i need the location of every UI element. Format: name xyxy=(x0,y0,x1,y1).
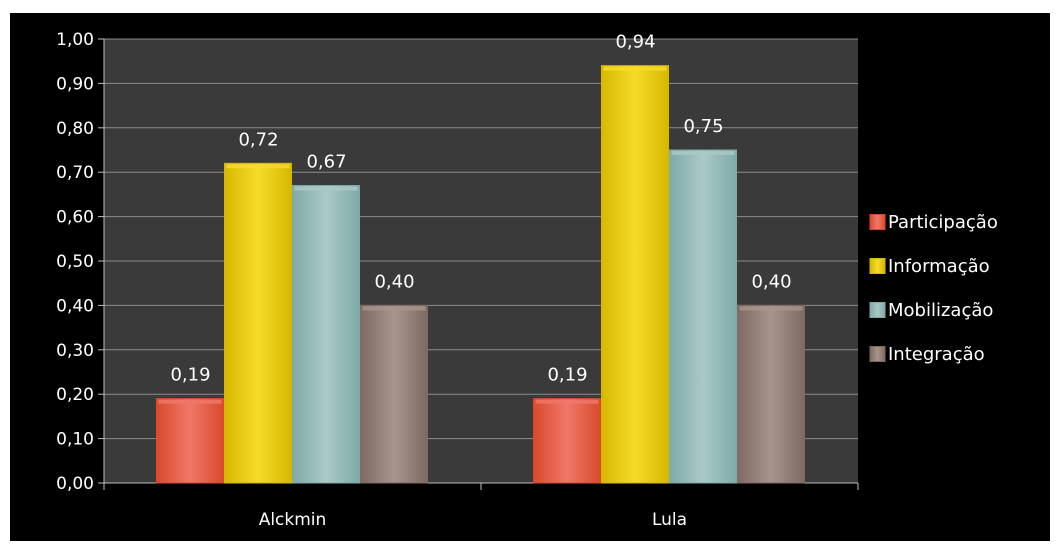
bar-chart: 0,00 0,10 0,20 0,30 0,40 0,50 0,60 0,70 0,80 0,90… xyxy=(56,30,998,530)
data-label: 0,75 xyxy=(683,116,723,137)
bar xyxy=(360,304,428,484)
bar xyxy=(669,149,737,484)
bar-highlight xyxy=(671,151,735,155)
x-tick-label: Alckmin xyxy=(259,510,327,530)
y-tick-label: 0,70 xyxy=(56,163,94,183)
bar-highlight xyxy=(535,399,599,404)
bar-highlight xyxy=(226,164,290,169)
y-tick-label: 0,60 xyxy=(56,208,94,228)
bar-highlight xyxy=(158,399,222,404)
bar xyxy=(224,162,292,484)
bar xyxy=(292,185,360,484)
bar xyxy=(533,398,601,484)
y-tick-label: 0,20 xyxy=(56,385,94,405)
legend-label: Informação xyxy=(888,256,990,277)
legend-swatch xyxy=(869,302,886,318)
y-tick-label: 0,90 xyxy=(56,74,94,94)
y-tick-label: 0,30 xyxy=(56,341,94,361)
data-label: 0,19 xyxy=(547,365,587,386)
bar-highlight xyxy=(603,66,667,71)
data-label: 0,40 xyxy=(751,271,791,292)
bar-highlight xyxy=(739,306,803,311)
legend-swatch xyxy=(869,214,886,230)
x-tick-label: Lula xyxy=(652,510,687,530)
data-label: 0,67 xyxy=(306,152,346,173)
legend-label: Mobilização xyxy=(888,300,993,321)
bar xyxy=(737,304,805,484)
bar-highlight xyxy=(362,306,426,311)
data-label: 0,72 xyxy=(238,129,278,150)
legend-label: Integração xyxy=(888,344,985,365)
legend-swatch xyxy=(869,258,886,274)
legend-swatch xyxy=(869,346,886,362)
y-tick-label: 0,00 xyxy=(56,474,94,494)
bar xyxy=(601,65,669,484)
legend-label: Participação xyxy=(888,212,998,233)
y-tick-label: 0,10 xyxy=(56,430,94,450)
chart-container: 0,00 0,10 0,20 0,30 0,40 0,50 0,60 0,70 0,80 0,90… xyxy=(10,13,1050,541)
bar xyxy=(156,398,224,484)
y-tick-label: 1,00 xyxy=(56,30,94,50)
data-label: 0,19 xyxy=(170,365,210,386)
y-tick-label: 0,40 xyxy=(56,296,94,316)
bar-highlight xyxy=(294,186,358,191)
data-label: 0,94 xyxy=(615,32,655,53)
y-tick-label: 0,50 xyxy=(56,252,94,272)
data-label: 0,40 xyxy=(374,271,414,292)
y-tick-label: 0,80 xyxy=(56,119,94,139)
